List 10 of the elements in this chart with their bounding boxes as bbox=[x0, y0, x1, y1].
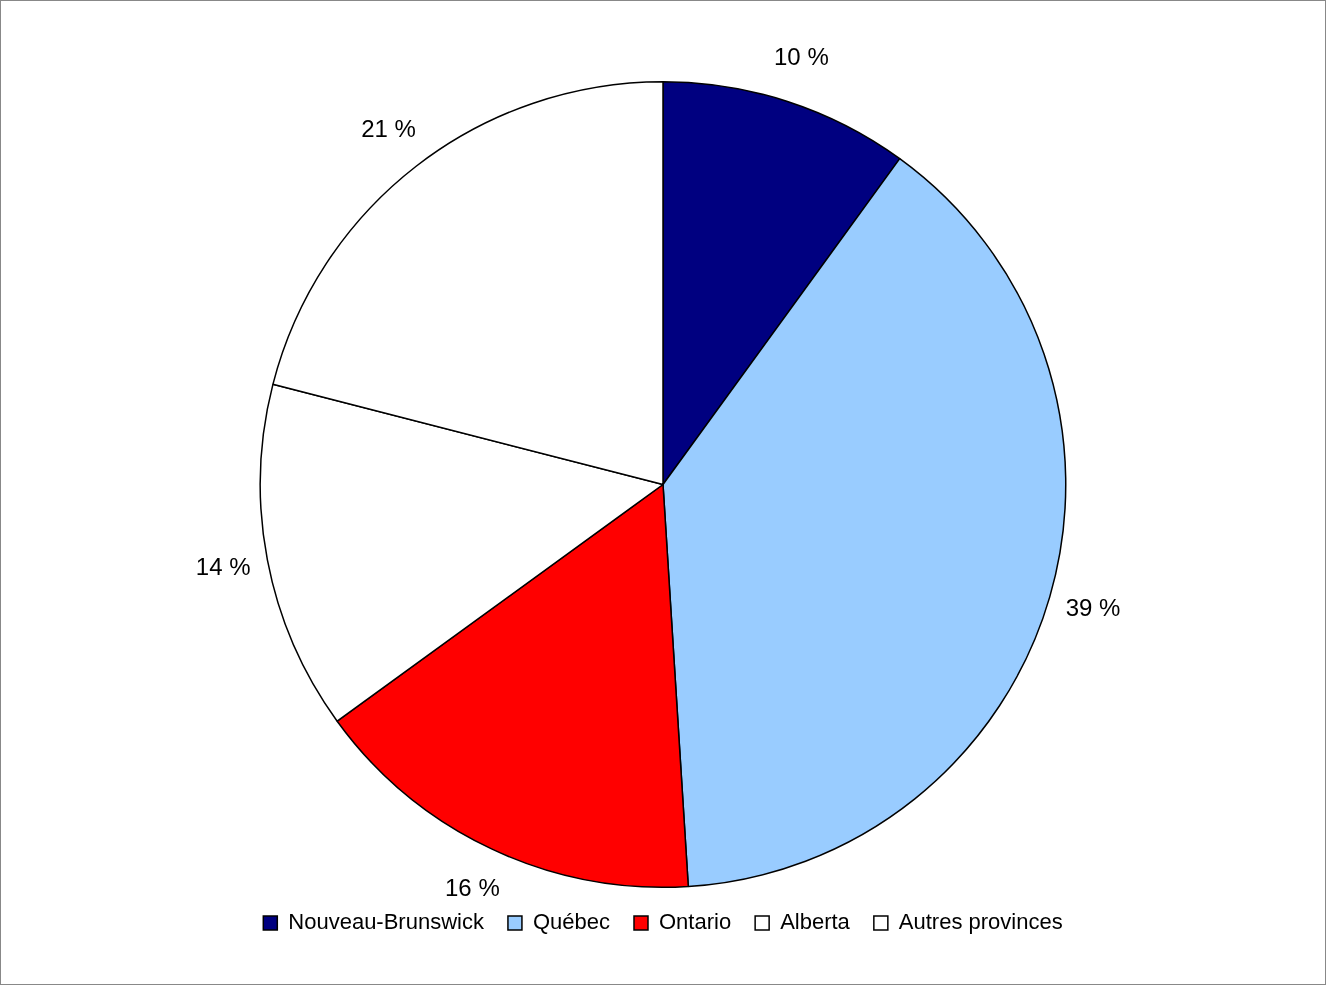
legend-label: Ontario bbox=[658, 909, 732, 935]
legend-label: Québec bbox=[532, 909, 610, 935]
legend-label: Alberta bbox=[780, 909, 851, 935]
data-label: 21 % bbox=[361, 115, 416, 143]
data-label: 10 % bbox=[774, 43, 829, 71]
legend-label: Nouveau-Brunswick bbox=[288, 909, 485, 935]
data-label: 14 % bbox=[195, 553, 251, 581]
legend-label: Autres provinces bbox=[898, 909, 1063, 935]
data-label: 16 % bbox=[445, 874, 500, 902]
data-label: 39 % bbox=[1065, 594, 1121, 622]
